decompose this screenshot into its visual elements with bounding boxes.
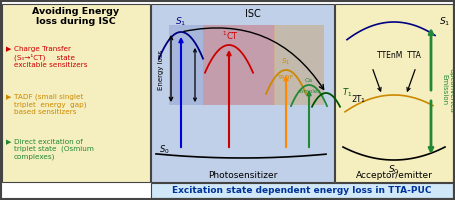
Text: $S_0$: $S_0$ bbox=[388, 164, 399, 176]
Text: Excitation state dependent energy loss in TTA-PUC: Excitation state dependent energy loss i… bbox=[172, 186, 432, 195]
Text: Upconverted
Emission: Upconverted Emission bbox=[441, 68, 455, 112]
Bar bbox=[203, 25, 275, 105]
Text: $S_1$: $S_1$ bbox=[175, 16, 187, 28]
Text: TTEnM  TTA: TTEnM TTA bbox=[377, 51, 421, 60]
Text: ▶: ▶ bbox=[6, 46, 11, 52]
Text: Direct excitation of
triplet state  (Osmium
complexes): Direct excitation of triplet state (Osmi… bbox=[14, 139, 94, 160]
Text: Os: Os bbox=[305, 78, 313, 83]
Text: Acceptor/emitter: Acceptor/emitter bbox=[355, 170, 432, 180]
Bar bbox=[2, 4, 150, 182]
Bar bbox=[169, 25, 324, 105]
Text: $T_1$: $T_1$ bbox=[342, 87, 352, 99]
Text: Charge Transfer
(S₀→¹CT)     state
excitable sensitizers: Charge Transfer (S₀→¹CT) state excitable… bbox=[14, 46, 87, 68]
Bar bbox=[151, 4, 334, 182]
Text: $S_1$: $S_1$ bbox=[439, 16, 450, 28]
Text: Photosensitizer: Photosensitizer bbox=[208, 170, 277, 180]
FancyArrowPatch shape bbox=[184, 28, 324, 89]
Text: ▶: ▶ bbox=[6, 94, 11, 100]
Text: TADF: TADF bbox=[278, 75, 294, 80]
Bar bbox=[274, 25, 324, 105]
Text: ▶: ▶ bbox=[6, 139, 11, 145]
Text: $^1$CT: $^1$CT bbox=[222, 30, 239, 42]
Bar bbox=[335, 4, 453, 182]
Text: Avoiding Energy
loss during ISC: Avoiding Energy loss during ISC bbox=[32, 7, 120, 26]
Text: ISC: ISC bbox=[245, 9, 260, 19]
Text: complex: complex bbox=[297, 89, 321, 94]
Text: $S_1$: $S_1$ bbox=[282, 57, 291, 67]
Text: Energy loss: Energy loss bbox=[158, 50, 164, 90]
Text: 2T₁: 2T₁ bbox=[351, 96, 364, 104]
Text: $S_0$: $S_0$ bbox=[159, 144, 170, 156]
Text: TADF (small singlet
triplet  energy  gap)
based sensitizers: TADF (small singlet triplet energy gap) … bbox=[14, 94, 86, 115]
Bar bbox=[151, 183, 453, 198]
